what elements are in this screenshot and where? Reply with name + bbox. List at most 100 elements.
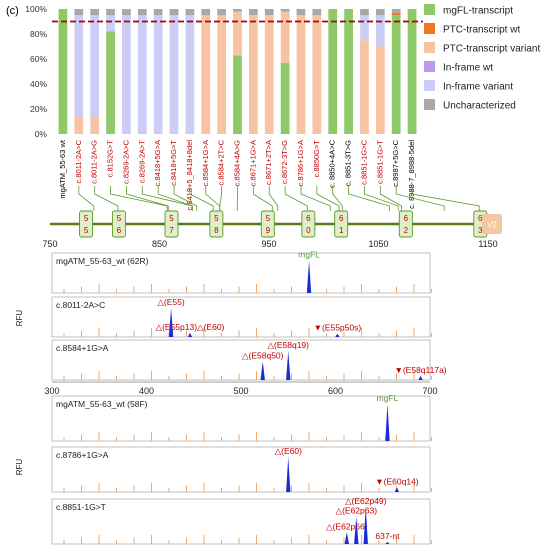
bar-segment: [217, 15, 226, 134]
legend-swatch: [424, 80, 435, 91]
bar-segment: [106, 9, 115, 16]
variant-connector: [173, 186, 198, 211]
bar-segment: [391, 12, 401, 16]
exon-number-units: 3: [478, 226, 483, 235]
variant-connector: [157, 186, 193, 211]
peak: [306, 260, 312, 293]
x-tick-label: c.8851-1G>C: [359, 139, 368, 184]
bar-segment: [391, 9, 401, 13]
bar-segment: [280, 11, 290, 63]
x-tick-label: c.8011-2A>C: [74, 139, 83, 183]
vector-box: [482, 214, 502, 234]
variant-connector: [78, 186, 95, 211]
epg-x-tick: 600: [328, 386, 343, 396]
trace-frame: [51, 395, 431, 442]
bar-segment: [264, 9, 274, 16]
x-tick-label: c.8584+1G>A: [201, 140, 210, 186]
gene-map-tick: 950: [261, 239, 276, 249]
vector-label: V2: [487, 221, 497, 230]
legend-label: In-frame variant: [443, 82, 513, 93]
peak-label: △(E58q50): [242, 350, 284, 360]
bar-segment: [360, 9, 369, 16]
x-tick-label: c.8786+1G>A: [296, 140, 305, 186]
peak-label: △(E55p13)△(E60): [156, 322, 225, 332]
variant-connector: [316, 186, 340, 211]
y-tick-label: 100%: [25, 4, 47, 14]
peak: [260, 361, 265, 380]
exon-number-units: 0: [306, 226, 311, 235]
legend-label: PTC-transcript variant: [443, 44, 540, 55]
bar-segment: [90, 116, 100, 134]
peak: [344, 532, 350, 544]
bar-segment: [375, 9, 385, 16]
bar-segment: [233, 11, 242, 56]
legend-label: In-frame wt: [443, 63, 493, 74]
peak-label: △(E62p63): [336, 506, 378, 516]
bar-segment: [90, 9, 100, 16]
panel-label: (c): [6, 5, 19, 17]
exon-box: [260, 210, 275, 238]
bar-segment: [233, 55, 242, 134]
legend-swatch: [424, 23, 435, 34]
exon-number-tens: 6: [306, 214, 311, 223]
exon-box: [209, 210, 224, 238]
exon-number-units: 9: [266, 226, 271, 235]
x-tick-label: c.8418+5G>A: [153, 140, 162, 186]
gene-map-tick: 1150: [478, 239, 497, 249]
exon-number-tens: 6: [478, 214, 483, 223]
variant-connector: [219, 186, 223, 211]
peak: [385, 403, 390, 441]
exon-box: [398, 210, 413, 238]
exon-box: [79, 210, 94, 238]
trace-title: c.8786+1G>A: [56, 450, 109, 460]
peak: [187, 332, 193, 337]
bar-segment: [201, 15, 211, 134]
exon-box: [111, 210, 126, 238]
exon-number-tens: 5: [84, 214, 89, 223]
peak-label: 637-nt: [375, 531, 400, 541]
x-tick-label: c.8152G>T: [106, 140, 115, 178]
exon-box: [164, 210, 179, 238]
gene-map: 5 5 5 6 5 7 5 8 5 9 6 0 6 1 6 2 6 3 V2 750 850 950 1050 1150: [42, 186, 502, 249]
exon-number-units: 7: [169, 226, 174, 235]
x-tick-label: c.8851-1G>T: [375, 140, 384, 184]
peak-label: △(E58q19): [267, 340, 309, 350]
exon-box: [334, 210, 349, 238]
epg-x-tick: 700: [422, 386, 437, 396]
exon-number-tens: 5: [169, 214, 174, 223]
x-tick-label: c.8671+1G>A: [248, 140, 257, 186]
legend: mgFL-transcript PTC-transcript wt PTC-tran…: [424, 4, 540, 112]
x-tick-label: c. 8850+4A>C: [328, 139, 337, 188]
bar-segment: [185, 9, 195, 16]
bar-segment: [137, 15, 147, 134]
variant-connector: [189, 186, 214, 211]
x-tick-label: c.8672-3T>G: [280, 140, 289, 184]
bar-segment: [312, 15, 322, 134]
y-tick-label: 40%: [30, 79, 47, 89]
peak: [168, 308, 174, 337]
legend-label: PTC-transcript wt: [443, 25, 520, 36]
bar-segment: [74, 116, 84, 134]
y-tick-label: 0%: [35, 129, 48, 139]
bar-segment: [153, 9, 163, 16]
legend-swatch: [424, 4, 435, 15]
bar-segment: [391, 15, 401, 134]
variant-connector: [411, 186, 480, 211]
variant-connector: [94, 186, 119, 211]
exon-number-tens: 6: [339, 214, 344, 223]
bar-segment: [296, 9, 306, 16]
epg-x-tick: 400: [139, 386, 154, 396]
x-tick-label: c.8269-2A>C: [121, 139, 130, 184]
variant-connector: [379, 186, 402, 211]
peak: [394, 487, 400, 492]
variant-connector: [300, 186, 331, 211]
x-tick-label: c.8671+2T>A: [264, 140, 273, 185]
x-tick-label: c.8011-2A>G: [90, 140, 99, 184]
peak-label: △(E62p49): [345, 496, 387, 506]
gene-map-tick: 750: [42, 239, 57, 249]
bar-segment: [90, 15, 100, 117]
trace-title: c.8584+1G>A: [56, 343, 109, 353]
bar-segment: [74, 15, 84, 117]
legend-swatch: [424, 99, 435, 110]
